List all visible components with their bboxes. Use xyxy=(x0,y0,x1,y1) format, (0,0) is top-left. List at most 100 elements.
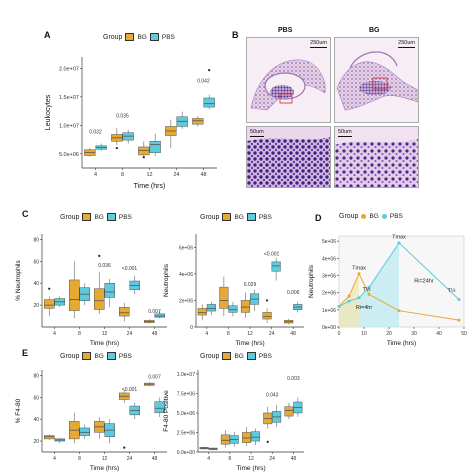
legend-d: Group BG PBS xyxy=(339,213,403,220)
x-tick-label: 48 xyxy=(152,456,158,462)
y-axis-label: Neutrophils xyxy=(163,263,170,297)
point-pbs xyxy=(347,299,351,303)
y-tick-label: 2.0e+07 xyxy=(59,66,79,72)
box-bg xyxy=(220,434,230,445)
outlier-point xyxy=(142,156,145,159)
box-pbs xyxy=(79,427,90,436)
line-pbs xyxy=(338,242,460,307)
x-tick-label: 48 xyxy=(200,172,206,178)
y-tick-label: 0 xyxy=(190,325,193,331)
x-tick-label: 40 xyxy=(436,331,442,337)
x-tick-label: 12 xyxy=(247,331,253,337)
point-pbs xyxy=(457,298,461,302)
legend-label-pbs: PBS xyxy=(118,352,132,360)
scale-bar-label: 250um xyxy=(310,40,327,46)
box-pbs xyxy=(154,313,165,318)
p-value-label: 0.036 xyxy=(98,263,111,269)
panel-label-c: C xyxy=(22,209,29,219)
legend-title: Group xyxy=(200,352,220,360)
x-tick-label: 0 xyxy=(338,331,341,337)
p-value-label: 0.006 xyxy=(287,290,300,296)
scale-bar-label: 50um xyxy=(250,129,264,135)
x-tick-label: 24 xyxy=(269,331,275,337)
x-tick-label: 48 xyxy=(290,331,296,337)
x-tick-label: 12 xyxy=(146,172,152,178)
x-tick-label: 4 xyxy=(53,456,56,462)
p-value-label: 0.032 xyxy=(89,129,102,135)
x-tick-label: 24 xyxy=(127,456,133,462)
point-bg xyxy=(397,309,401,313)
box-bg xyxy=(69,279,80,311)
box-bg xyxy=(284,406,294,417)
p-value-label: <0.001 xyxy=(122,266,138,272)
y-tick-label: 7.5e+06 xyxy=(177,391,195,397)
y-tick-label: 60 xyxy=(33,259,39,265)
box-pbs xyxy=(203,97,215,108)
x-tick-label: 30 xyxy=(411,331,417,337)
outlier-point xyxy=(48,287,51,290)
legend-label-pbs: PBS xyxy=(389,213,403,220)
x-axis-label: Time (hrs) xyxy=(236,465,265,472)
legend-e2: Group BG PBS xyxy=(200,352,272,360)
chart-d-neutrophil-kinetics: 0e+00 1e+06 2e+06 3e+06 4e+06 5e+06 0 10 20 30 40 5… xyxy=(308,235,467,347)
x-axis-label: Time (hrs) xyxy=(235,340,264,347)
p-value-label: 0.007 xyxy=(148,375,161,381)
point-bg xyxy=(357,272,361,276)
y-axis-label: % Neutrophils xyxy=(15,260,22,301)
roi-box xyxy=(279,93,293,104)
x-tick-label: 24 xyxy=(269,456,275,462)
y-tick-label: 5.0e+06 xyxy=(177,411,195,417)
y-axis-label: Neutrophils xyxy=(308,264,315,298)
y-tick-label: 0e+00 xyxy=(322,325,336,331)
box-pbs xyxy=(250,431,260,442)
p-value-label: <0.001 xyxy=(122,387,138,393)
box-pbs xyxy=(149,140,161,153)
y-tick-label: 5e+06 xyxy=(322,239,336,245)
legend-label-pbs: PBS xyxy=(258,352,272,360)
legend-dot-bg xyxy=(361,214,367,219)
box-bg xyxy=(240,300,251,313)
y-tick-label: 60 xyxy=(33,395,39,401)
y-tick-label: 4e+06 xyxy=(179,272,193,278)
x-tick-label: 4 xyxy=(205,331,208,337)
point-bg xyxy=(457,318,461,322)
y-tick-label: 1.0e+07 xyxy=(177,372,195,378)
panel-label-a: A xyxy=(44,30,51,40)
x-tick-label: 8 xyxy=(228,456,231,462)
y-tick-label: 40 xyxy=(33,417,39,423)
y-tick-label: 2e+06 xyxy=(322,291,336,297)
y-tick-label: 3e+06 xyxy=(322,273,336,279)
panel-label-b: B xyxy=(232,30,239,40)
x-tick-label: 4 xyxy=(94,172,97,178)
outlier-point xyxy=(98,254,101,257)
y-tick-label: 2.5e+06 xyxy=(177,430,195,436)
box-bg xyxy=(192,118,204,125)
x-tick-label: 50 xyxy=(461,331,467,337)
curve-annotation: Tmax xyxy=(352,265,366,271)
p-value-label: <0.001 xyxy=(264,251,280,257)
legend-label-bg: BG xyxy=(234,352,244,360)
legend-label-pbs: PBS xyxy=(161,33,175,41)
x-tick-label: 8 xyxy=(121,172,124,178)
box-pbs xyxy=(206,304,216,312)
legend-label-bg: BG xyxy=(369,213,379,220)
scale-bar-pbs-top: 250um xyxy=(310,40,327,49)
x-axis-label: Time (hrs) xyxy=(90,465,119,472)
x-tick-label: 48 xyxy=(152,331,158,337)
box-bg xyxy=(94,288,105,310)
y-tick-label: 1e+06 xyxy=(322,308,336,314)
point-pbs xyxy=(397,241,401,245)
y-tick-label: 20 xyxy=(33,303,39,309)
chart-e2-f480-positive: 0.0e+002.5e+065.0e+067.5e+061.0e+074 8 12 2… xyxy=(163,370,304,472)
box-bg xyxy=(44,435,55,440)
panel-label-e: E xyxy=(22,348,29,358)
x-tick-label: 24 xyxy=(173,172,179,178)
y-tick-label: 20 xyxy=(33,439,39,445)
point-bg xyxy=(347,294,351,298)
legend-swatch-bg xyxy=(222,352,232,360)
p-value-label: 0.029 xyxy=(244,282,257,288)
legend-title: Group xyxy=(60,213,80,221)
